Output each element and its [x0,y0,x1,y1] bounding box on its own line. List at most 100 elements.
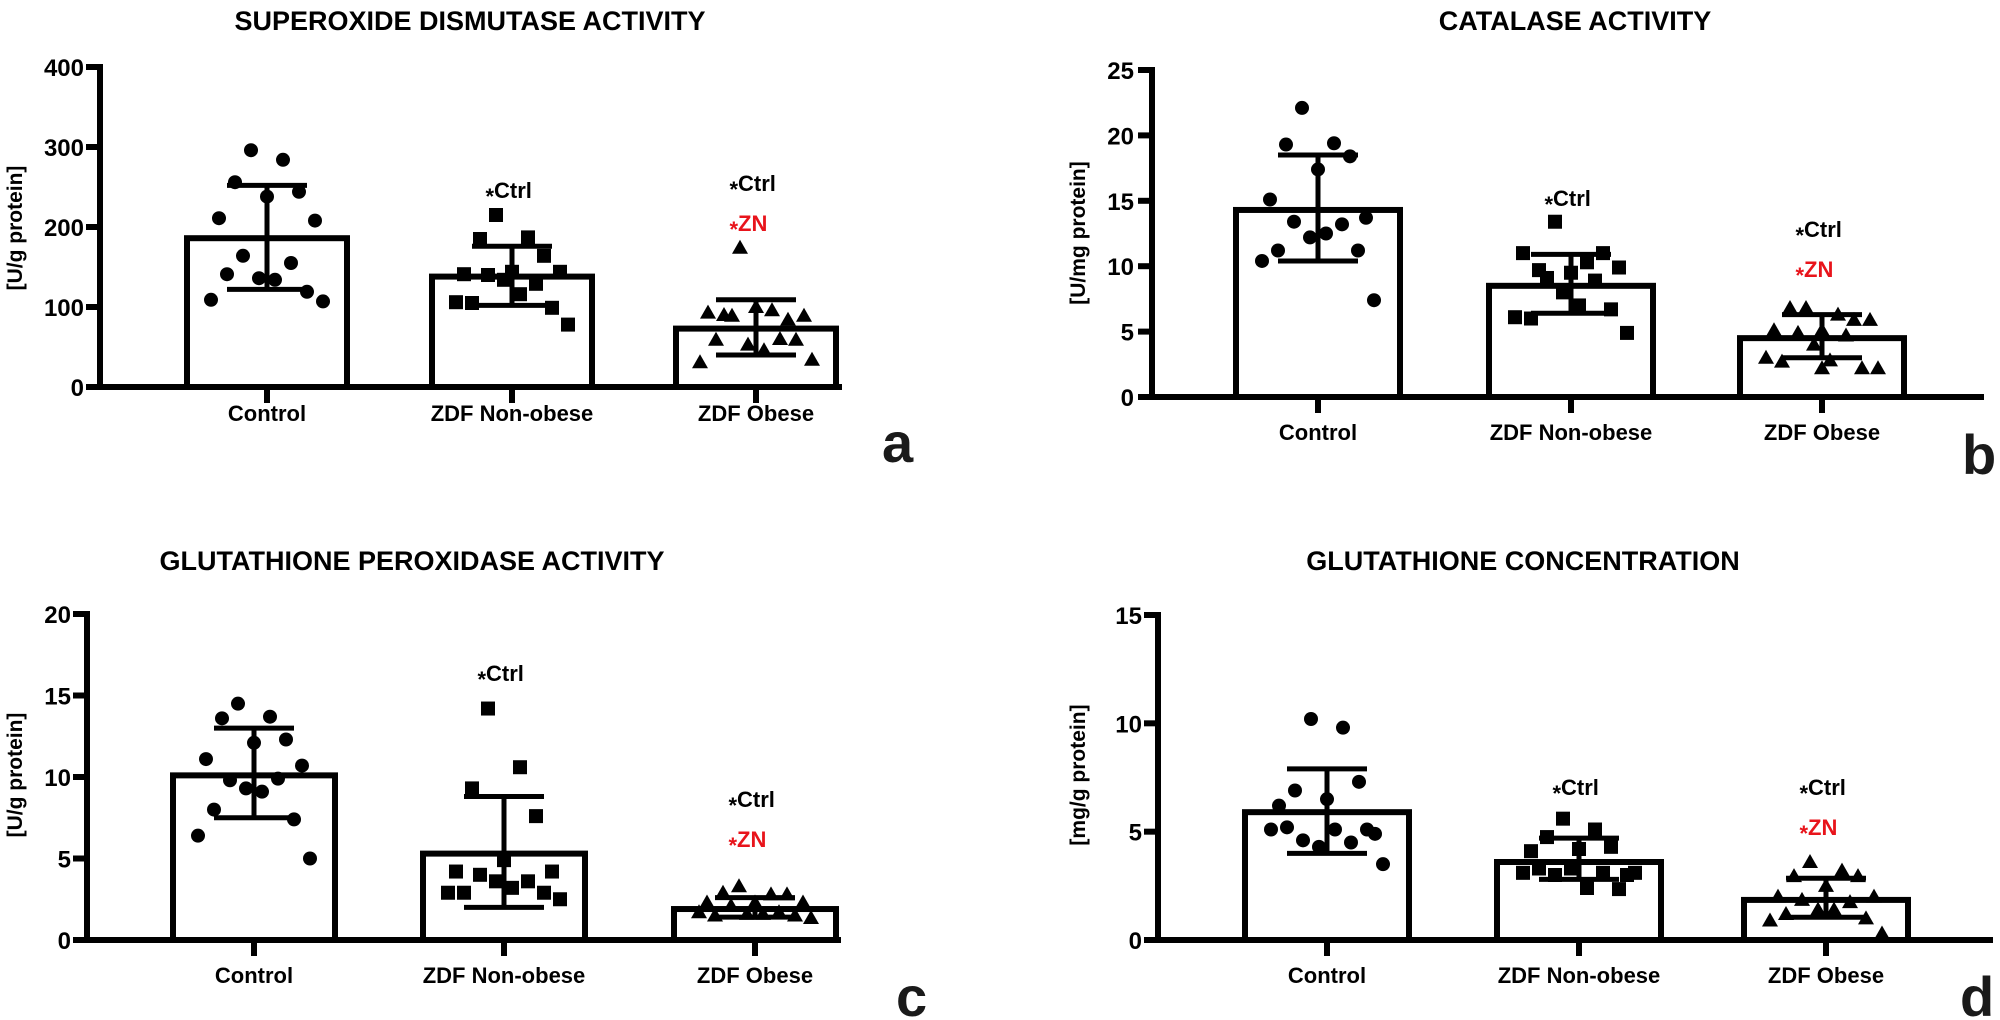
data-point-square [553,264,567,279]
data-point-square [1612,882,1626,897]
data-point-circle [1312,839,1326,854]
data-point-circle [1280,820,1294,835]
data-point-square [481,701,495,716]
data-point-circle [1263,192,1277,207]
y-axis-label: [U/g protein] [4,713,27,838]
significance-label: Ctrl [1804,217,1842,242]
data-point-square [545,300,559,315]
data-point-triangle [739,905,755,920]
data-point-circle [271,771,285,786]
data-point-circle [1359,210,1373,225]
panel-d-glutathione-concentration: GLUTATHIONE CONCENTRATION [mg/g protein]… [1067,546,1994,1020]
data-point-square [1564,861,1578,876]
panel-b-catalase: CATALASE ACTIVITY [U/mg protein] b 0 5 10 1… [1067,6,1996,486]
x-tick-label: ZDF Non-obese [1490,420,1653,445]
y-tick-label: 0 [1129,928,1142,955]
significance-label: ZN [1808,815,1837,840]
y-tick-label: 5 [58,847,71,874]
data-point-square [521,874,535,889]
data-point-square [449,295,463,310]
significance-asterisk: * [1795,263,1804,288]
data-point-triangle [780,311,796,326]
data-point-square [537,885,551,900]
data-point-circle [1343,149,1357,164]
data-point-triangle [1850,868,1866,883]
data-point-triangle [1822,352,1838,367]
data-point-circle [1296,833,1310,848]
x-tick-label: ZDF Obese [698,401,814,426]
chart-title: CATALASE ACTIVITY [1439,6,1712,36]
data-point-square [1604,839,1618,854]
y-tick-label: 25 [1107,58,1134,85]
data-point-triangle [723,897,739,912]
data-point-square [1580,255,1594,270]
data-point-square [1572,842,1586,856]
data-point-triangle [724,307,740,322]
y-tick-label: 200 [44,215,84,242]
data-point-triangle [1818,877,1834,892]
y-tick-label: 0 [58,928,71,955]
data-point-square [1588,273,1602,288]
y-tick-label: 300 [44,135,84,162]
data-point-square [1508,310,1522,325]
data-point-circle [199,752,213,767]
data-point-circle [252,271,266,286]
data-point-triangle [715,884,731,899]
chart-title: GLUTATHIONE CONCENTRATION [1306,546,1739,576]
x-tick-label: ZDF Obese [697,963,813,988]
data-point-triangle [1762,912,1778,927]
data-point-circle [303,851,317,866]
chart-title: GLUTATHIONE PEROXIDASE ACTIVITY [159,546,664,576]
data-point-circle [1335,217,1349,232]
data-point-triangle [692,354,708,369]
data-point-circle [215,711,229,726]
data-point-triangle [1806,336,1822,351]
data-point-square [497,853,511,868]
data-point-circle [236,248,250,263]
data-point-square [1596,865,1610,880]
significance-asterisk: * [485,184,494,209]
data-point-circle [1327,136,1341,151]
data-point-square [513,760,527,775]
data-point-triangle [708,331,724,346]
data-point-square [1556,285,1570,300]
data-point-circle [1367,293,1381,308]
data-point-circle [292,184,306,199]
significance-asterisk: * [729,177,738,202]
data-point-triangle [1854,360,1870,375]
data-point-square [1524,844,1538,859]
data-point-square [529,809,543,824]
y-tick-label: 5 [1121,320,1134,347]
data-point-square [465,296,479,310]
data-point-triangle [772,331,788,345]
significance-asterisk: * [1799,821,1808,846]
data-point-square [529,276,543,291]
data-point-square [465,781,479,796]
data-point-triangle [796,307,812,322]
y-tick-label: 10 [44,765,71,792]
data-point-triangle [1794,891,1810,906]
panel-letter: c [896,965,927,1020]
data-point-circle [1351,243,1365,258]
y-tick-label: 0 [1121,385,1134,412]
panel-letter: b [1962,423,1996,486]
panel-letter: d [1960,965,1994,1020]
data-point-circle [316,294,330,309]
data-point-triangle [699,894,715,909]
data-point-circle [1304,712,1318,726]
y-tick-label: 20 [1107,123,1134,150]
data-point-square [1580,881,1594,895]
data-point-square [513,287,527,302]
data-point-square [449,864,463,879]
significance-asterisk: * [477,667,486,692]
significance-asterisk: * [1544,192,1553,217]
data-point-triangle [1834,862,1850,877]
data-point-circle [279,732,293,747]
data-point-triangle [1838,327,1854,342]
data-point-square [1548,214,1562,229]
panel-letter: a [882,411,914,474]
data-point-square [1588,822,1602,837]
data-point-circle [207,802,221,817]
data-point-square [1564,265,1578,280]
data-point-triangle [787,907,803,922]
